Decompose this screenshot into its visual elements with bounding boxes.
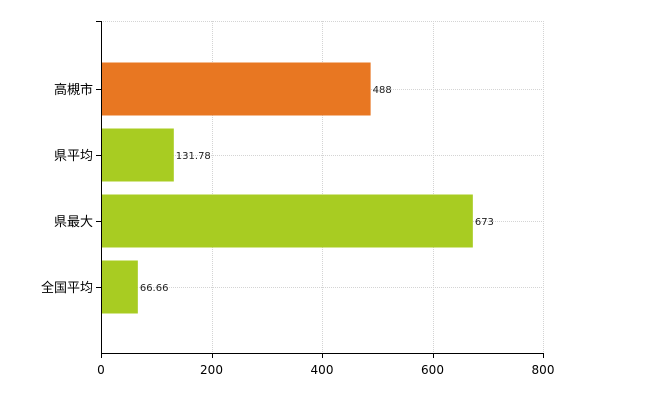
data-label: 488 (373, 85, 392, 96)
bar (101, 62, 371, 116)
y-tick-label: 高槻市 (54, 82, 93, 98)
bar (101, 194, 473, 248)
bar (101, 128, 174, 182)
y-tick-label: 県最大 (54, 215, 93, 230)
y-tick-label: 全国平均 (41, 280, 93, 296)
x-tick-label: 400 (311, 363, 334, 377)
bar-layer (101, 62, 473, 314)
axis-layer (96, 21, 544, 358)
y-tick-label: 県平均 (54, 149, 93, 164)
data-label: 131.78 (176, 151, 211, 162)
x-tick-label: 600 (421, 363, 444, 377)
x-tick-label: 0 (97, 363, 105, 377)
bar (101, 260, 138, 314)
data-label: 673 (475, 217, 494, 228)
x-tick-label: 800 (532, 363, 555, 377)
x-tick-label: 200 (200, 363, 223, 377)
data-label: 66.66 (140, 283, 169, 294)
